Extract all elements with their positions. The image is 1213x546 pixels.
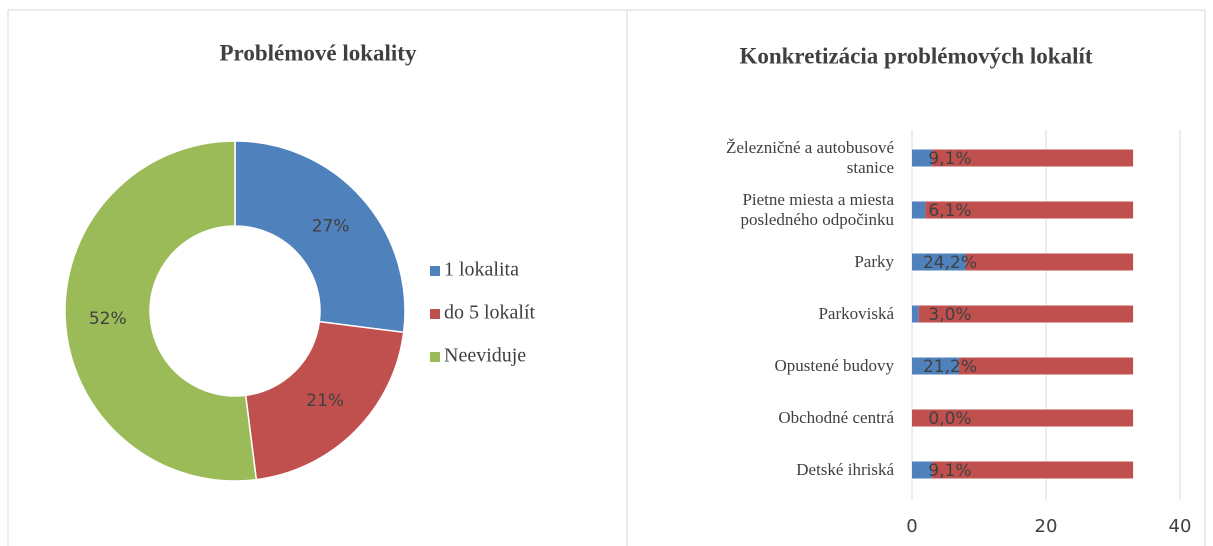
- legend-swatch: [430, 352, 440, 362]
- data-label: 27%: [312, 217, 350, 237]
- bar-segment: [912, 461, 933, 479]
- y-tick-label: Opustené budovy: [774, 356, 894, 375]
- y-tick-label: Parky: [854, 252, 894, 271]
- bar-segment: [912, 357, 959, 375]
- legend-swatch: [430, 309, 440, 319]
- bar-segment: [912, 149, 933, 167]
- y-tick-label: Detské ihriská: [796, 460, 894, 479]
- legend-swatch: [430, 266, 440, 276]
- donut-slice: [64, 140, 258, 482]
- x-tick-label: 0: [906, 516, 917, 537]
- x-tick-label: 20: [1035, 516, 1058, 537]
- data-label: 3,0%: [928, 305, 971, 325]
- legend-label: 1 lokalita: [444, 259, 519, 281]
- legend-label: do 5 lokalít: [444, 302, 536, 324]
- donut-slice: [244, 320, 405, 481]
- bar-segment: [912, 305, 919, 323]
- y-tick-label: Parkoviská: [818, 304, 894, 323]
- bar-segment: [932, 149, 1134, 167]
- data-label: 24,2%: [923, 253, 977, 273]
- bar-segment: [912, 409, 1134, 427]
- bar-segment: [965, 253, 1134, 271]
- y-tick-label: Obchodné centrá: [778, 408, 894, 427]
- data-label: 21%: [306, 391, 344, 411]
- bar-segment: [912, 201, 926, 219]
- chart-title: Konkretizácia problémových lokalít: [739, 43, 1092, 68]
- data-label: 21,2%: [923, 357, 977, 377]
- data-label: 6,1%: [928, 201, 971, 221]
- bar-segment: [932, 461, 1134, 479]
- data-label: 9,1%: [928, 149, 971, 169]
- chart-title: Problémové lokality: [220, 40, 417, 65]
- donut-slice: [234, 140, 406, 334]
- x-tick-label: 40: [1169, 516, 1192, 537]
- y-tick-label: Železničné a autobusové stanice: [725, 138, 894, 177]
- legend-label: Neeviduje: [444, 345, 526, 367]
- bar-segment: [925, 201, 1134, 219]
- data-label: 52%: [89, 309, 127, 329]
- bar-segment: [918, 305, 1134, 323]
- data-label: 9,1%: [928, 461, 971, 481]
- bar-segment: [958, 357, 1134, 375]
- bar-segment: [912, 253, 966, 271]
- data-label: 0,0%: [928, 409, 971, 429]
- y-tick-label: Pietne miesta a miesta posledného odpoči…: [740, 190, 894, 229]
